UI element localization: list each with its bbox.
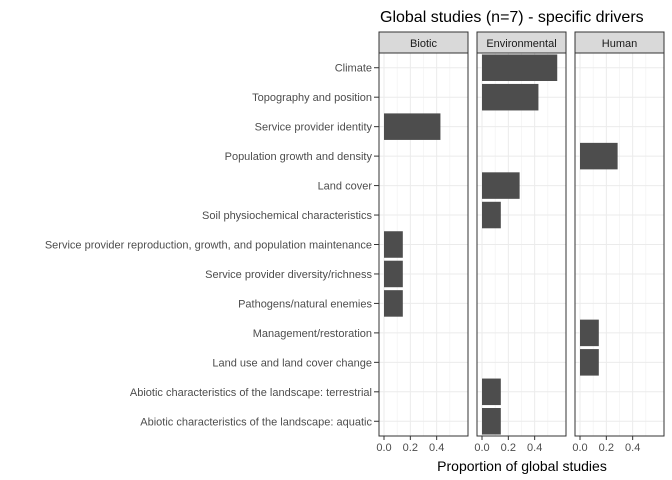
bar-environmental-land-cover (482, 172, 520, 199)
bar-biotic-pathogens-natural-enemies (384, 290, 403, 317)
category-label-soil-physiochemical-characteristics: Soil physiochemical characteristics (202, 210, 372, 222)
bar-environmental-soil-physiochemical-characteristics (482, 201, 501, 229)
category-label-abiotic-characteristics-of-the-landscape-terrestrial: Abiotic characteristics of the landscape… (130, 387, 372, 399)
bar-human-land-use-and-land-cover-change (580, 349, 599, 376)
category-labels: Climate Topography and position Service pr… (45, 63, 379, 428)
category-label-population-growth-and-density: Population growth and density (225, 151, 373, 163)
category-label-service-provider-identity: Service provider identity (255, 122, 373, 134)
x-tick-label: 0.0 (376, 442, 391, 454)
x-tick-label: 0.0 (474, 442, 489, 454)
x-tick-label: 0.2 (501, 442, 516, 454)
chart-title: Global studies (n=7) - specific drivers (380, 9, 644, 26)
x-tick-label: 0.4 (527, 442, 542, 454)
x-tick-label: 0.2 (403, 442, 418, 454)
bar-biotic-service-provider-diversity-richness (384, 260, 403, 288)
category-label-land-use-and-land-cover-change: Land use and land cover change (212, 357, 372, 369)
bar-environmental-abiotic-characteristics-of-the-landscape-aquatic (482, 408, 501, 435)
facet-environmental: Environmental 0.0 0.2 0.4 (474, 31, 567, 454)
facet-strip-label-biotic: Biotic (410, 38, 437, 50)
bar-environmental-topography-and-position (482, 83, 539, 111)
bar-biotic-service-provider-identity (384, 113, 441, 140)
bar-human-management-restoration (580, 319, 599, 347)
x-tick-label: 0.0 (572, 442, 587, 454)
facet-strip-label-environmental: Environmental (486, 38, 556, 50)
bar-biotic-service-provider-reproduction-growth-and-population-maintenance (384, 231, 403, 258)
panel-border-human (574, 52, 665, 437)
bar-human-population-growth-and-density (580, 142, 618, 170)
category-label-abiotic-characteristics-of-the-landscape-aquatic: Abiotic characteristics of the landscape… (140, 416, 372, 428)
category-label-topography-and-position: Topography and position (252, 92, 372, 104)
panel-border-environmental (476, 52, 567, 437)
category-label-land-cover: Land cover (318, 181, 373, 193)
category-label-service-provider-diversity-richness: Service provider diversity/richness (205, 269, 372, 281)
category-label-management-restoration: Management/restoration (253, 328, 372, 340)
category-label-service-provider-reproduction-growth-and-population-maintenance: Service provider reproduction, growth, a… (45, 240, 372, 252)
category-label-pathogens-natural-enemies: Pathogens/natural enemies (238, 298, 372, 310)
facet-biotic: Biotic 0.0 0.2 0.4 (376, 31, 469, 454)
x-tick-label: 0.2 (599, 442, 614, 454)
category-label-climate: Climate (335, 63, 372, 75)
facet-human: Human 0.0 0.2 0.4 (572, 31, 665, 454)
x-tick-label: 0.4 (625, 442, 640, 454)
x-axis-title: Proportion of global studies (437, 458, 607, 474)
bar-environmental-abiotic-characteristics-of-the-landscape-terrestrial (482, 378, 501, 406)
bar-environmental-climate (482, 54, 558, 81)
facet-strip-label-human: Human (602, 38, 637, 50)
x-tick-label: 0.4 (429, 442, 444, 454)
